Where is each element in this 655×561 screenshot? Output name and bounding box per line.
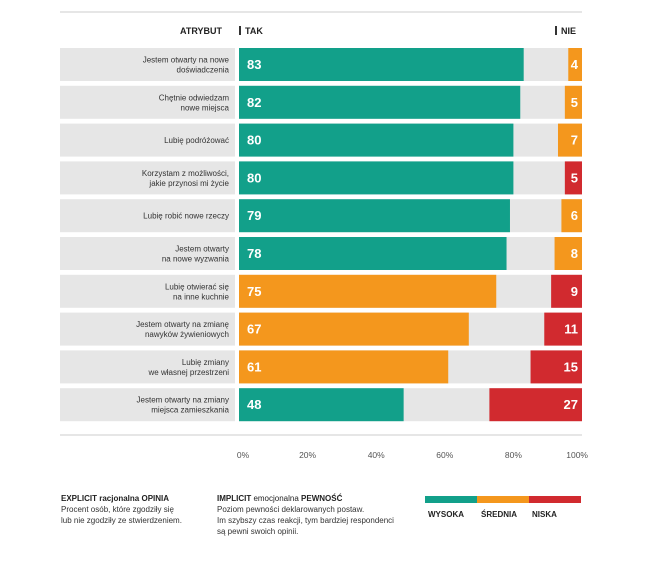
value-label-tak: 79 [247,208,261,223]
row-label: Jestem otwarty na nowe wyzwania [162,245,230,264]
value-label-nie: 27 [564,397,578,412]
x-tick-label: 80% [505,450,522,460]
value-label-tak: 48 [247,397,261,412]
header-nie-marker [555,26,557,35]
row-label: Jestem otwarty na nowe doświadczenia [143,56,230,75]
value-label-nie: 8 [571,246,578,261]
legend-label-wysoka: WYSOKA [428,510,464,519]
implicit-title-mid: emocjonalna [251,494,302,503]
bar-nie [530,350,582,384]
x-tick-label: 20% [299,450,316,460]
implicit-title-bold-2: PEWNOŚĆ [301,494,343,503]
explicit-note: EXPLICIT racjonalna OPINIA Procent osób,… [61,493,211,526]
header-attribute: ATRYBUT [180,26,222,36]
x-tick-label: 0% [237,450,250,460]
implicit-title-bold-1: IMPLICIT [217,494,252,503]
implicit-note: IMPLICIT emocjonalna PEWNOŚĆ Poziom pewn… [217,493,417,537]
bar-tak [239,388,404,422]
bar-nie [489,388,582,422]
implicit-line-2: Im szybszy czas reakcji, tym bardziej re… [217,516,394,525]
bar-rows: Jestem otwarty na nowe doświadczenia 83 4 Ch… [60,48,582,422]
row-label: Lubię otwierać się na inne kuchnie [165,282,230,301]
row-label-panel [60,199,235,233]
bar-nie [554,237,582,270]
row-label: Lubię zmiany we własnej przestrzeni [148,358,230,377]
value-label-tak: 61 [247,359,261,374]
legend-bar-srednia [477,496,529,503]
row-label-panel [60,85,235,119]
value-label-tak: 67 [247,322,261,337]
bar-nie [544,312,582,346]
value-label-nie: 7 [571,133,578,148]
bar-tak [239,199,510,233]
row-label-panel [60,388,235,422]
value-label-tak: 83 [247,57,261,72]
certainty-legend: WYSOKA ŚREDNIA NISKA [425,492,581,522]
bar-nie [564,161,582,195]
implicit-line-1: Poziom pewności deklarowanych postaw. [217,505,365,514]
row-label: Korzystam z możliwości, jakie przynosi mi… [142,169,230,188]
x-tick-label: 60% [436,450,453,460]
row-label-panel [60,350,235,384]
value-label-tak: 80 [247,170,261,185]
value-label-nie: 5 [571,170,578,185]
legend-label-niska: NISKA [532,510,557,519]
explicit-line-2: lub nie zgodziły ze stwierdzeniem. [61,516,182,525]
value-label-tak: 80 [247,133,261,148]
header-tak-marker [239,26,241,35]
bar-tak [239,161,514,195]
implicit-line-3: są pewni swoich opinii. [217,527,299,536]
row-label: Lubię podróżować [164,136,229,145]
value-label-nie: 9 [571,284,578,299]
legend-bar-wysoka [425,496,477,503]
value-label-nie: 15 [564,359,578,374]
row-label-panel [60,312,235,346]
bar-nie [561,199,582,233]
bar-tak [239,237,507,270]
row-label-panel [60,237,235,270]
diverging-bar-chart: ATRYBUT TAK NIE Jestem otwarty na nowe do… [60,11,589,460]
bar-tak [239,85,521,119]
bar-tak [239,312,469,346]
bar-nie [557,123,582,157]
bar-nie [564,85,582,119]
row-label-panel [60,161,235,195]
x-axis-ticks: 0% 20% 40% 60% 80% 100% [237,450,589,460]
bar-tak [239,350,449,384]
row-label-panel [60,48,235,81]
legend-label-srednia: ŚREDNIA [481,510,518,519]
row-label: Jestem otwarty na zmianę nawyków żywienio… [136,320,229,339]
row-label: Chętnie odwiedzam nowe miejsca [159,93,230,112]
row-label: Lubię robić nowe rzeczy [143,212,229,221]
bar-tak [239,123,514,157]
explicit-title: EXPLICIT racjonalna OPINIA [61,494,170,503]
value-label-nie: 6 [571,208,578,223]
header-tak: TAK [245,26,263,36]
row-label: Jestem otwarty na zmiany miejsca zamieszk… [137,396,230,415]
explicit-line-1: Procent osób, które zgodziły się [61,505,174,514]
bar-tak [239,48,524,81]
bar-tak [239,274,497,308]
legend-bar-niska [529,496,581,503]
value-label-tak: 82 [247,95,261,110]
x-tick-label: 100% [566,450,588,460]
row-label-panel [60,274,235,308]
value-label-tak: 75 [247,284,261,299]
x-tick-label: 40% [368,450,385,460]
header-nie: NIE [561,26,576,36]
row-label-panel [60,123,235,157]
value-label-nie: 11 [564,322,578,337]
value-label-nie: 4 [571,57,579,72]
value-label-tak: 78 [247,246,261,261]
bar-nie [551,274,582,308]
value-label-nie: 5 [571,95,578,110]
bar-nie [568,48,582,81]
